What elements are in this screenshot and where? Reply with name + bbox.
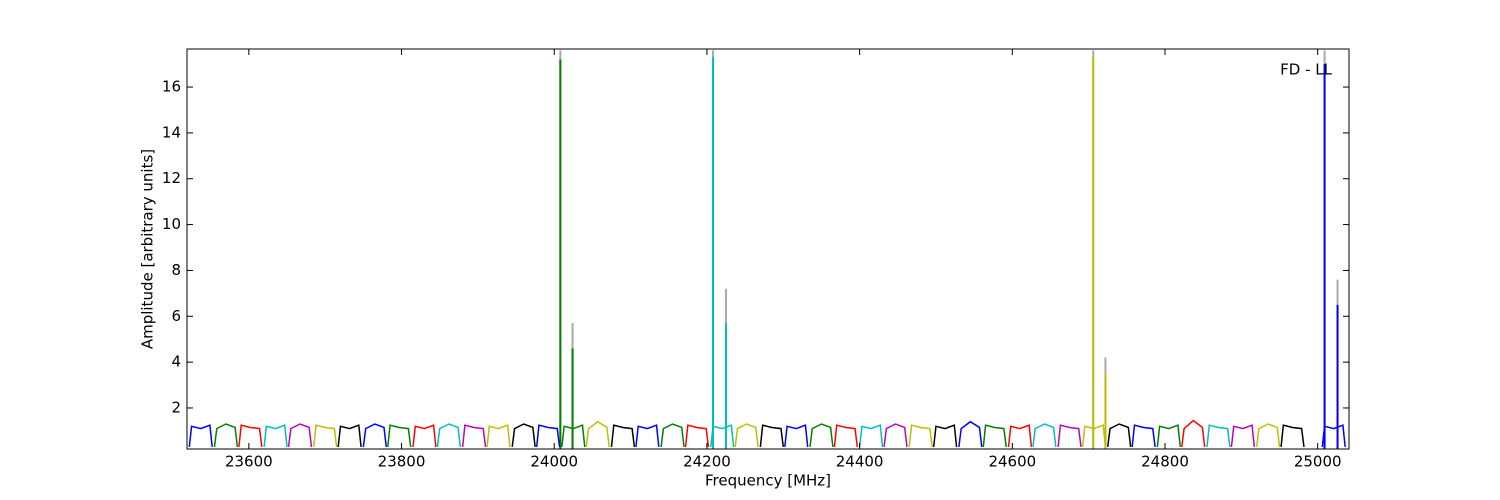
series-line	[238, 424, 263, 448]
y-tick-label: 6	[171, 307, 181, 325]
series-line	[1081, 424, 1107, 448]
series-line	[461, 424, 487, 448]
y-axis-label: Amplitude [arbitrary units]	[139, 149, 157, 349]
plot-area	[188, 50, 1346, 449]
series-line	[263, 424, 288, 448]
series-line	[511, 423, 536, 448]
series-line	[610, 424, 636, 448]
x-tick-label: 24200	[683, 453, 731, 471]
series-line	[312, 424, 338, 448]
series-line	[1007, 424, 1033, 448]
x-tick-label: 24800	[1141, 453, 1189, 471]
series-line	[535, 424, 561, 448]
series-line	[660, 423, 685, 448]
series-line	[1230, 424, 1256, 448]
series-line	[1321, 424, 1346, 448]
series-line	[337, 424, 362, 448]
series-line	[932, 424, 958, 448]
series-line	[387, 424, 412, 448]
series-line	[709, 424, 735, 448]
series-line	[1181, 419, 1206, 448]
series-line	[784, 424, 809, 448]
series-line	[759, 424, 785, 448]
series-line	[908, 424, 933, 448]
y-tick-label: 12	[162, 169, 181, 187]
y-tick-label: 10	[162, 215, 181, 233]
series-line	[362, 423, 388, 448]
y-tick-label: 4	[171, 353, 181, 371]
series-line	[1280, 424, 1305, 448]
series-line	[287, 423, 313, 448]
series-line	[1057, 424, 1082, 448]
axes-frame	[186, 48, 1350, 450]
series-line	[561, 424, 586, 448]
y-tick-label: 14	[162, 123, 181, 141]
x-tick-label: 25000	[1294, 453, 1342, 471]
series-line	[833, 424, 859, 448]
series-line	[883, 423, 908, 448]
series-line	[982, 424, 1007, 448]
series-line	[1156, 424, 1182, 448]
series-line	[635, 424, 660, 448]
series-line	[1255, 423, 1281, 448]
series-line	[412, 424, 437, 448]
series-line	[858, 424, 884, 448]
y-tick-label: 2	[171, 398, 181, 416]
y-tick-label: 16	[162, 78, 181, 96]
x-tick-label: 24000	[530, 453, 578, 471]
series-line	[1206, 424, 1231, 448]
series-line	[684, 424, 710, 448]
series-line	[1131, 424, 1156, 448]
series-line	[1032, 423, 1057, 448]
series-line	[958, 420, 983, 448]
series-line	[585, 420, 610, 448]
series-line	[809, 423, 834, 448]
annotation: FD - LL	[1280, 61, 1332, 79]
series-line	[486, 424, 511, 448]
x-tick-label: 23600	[225, 453, 273, 471]
x-axis-label: Frequency [MHz]	[705, 472, 831, 490]
x-tick-label: 24400	[836, 453, 884, 471]
series-line	[436, 423, 462, 448]
y-tick-label: 8	[171, 261, 181, 279]
series-line	[1106, 423, 1132, 448]
series-line	[188, 424, 213, 448]
series-line	[213, 423, 239, 448]
x-tick-label: 23800	[378, 453, 426, 471]
series-line	[734, 423, 759, 448]
x-tick-label: 24600	[988, 453, 1036, 471]
